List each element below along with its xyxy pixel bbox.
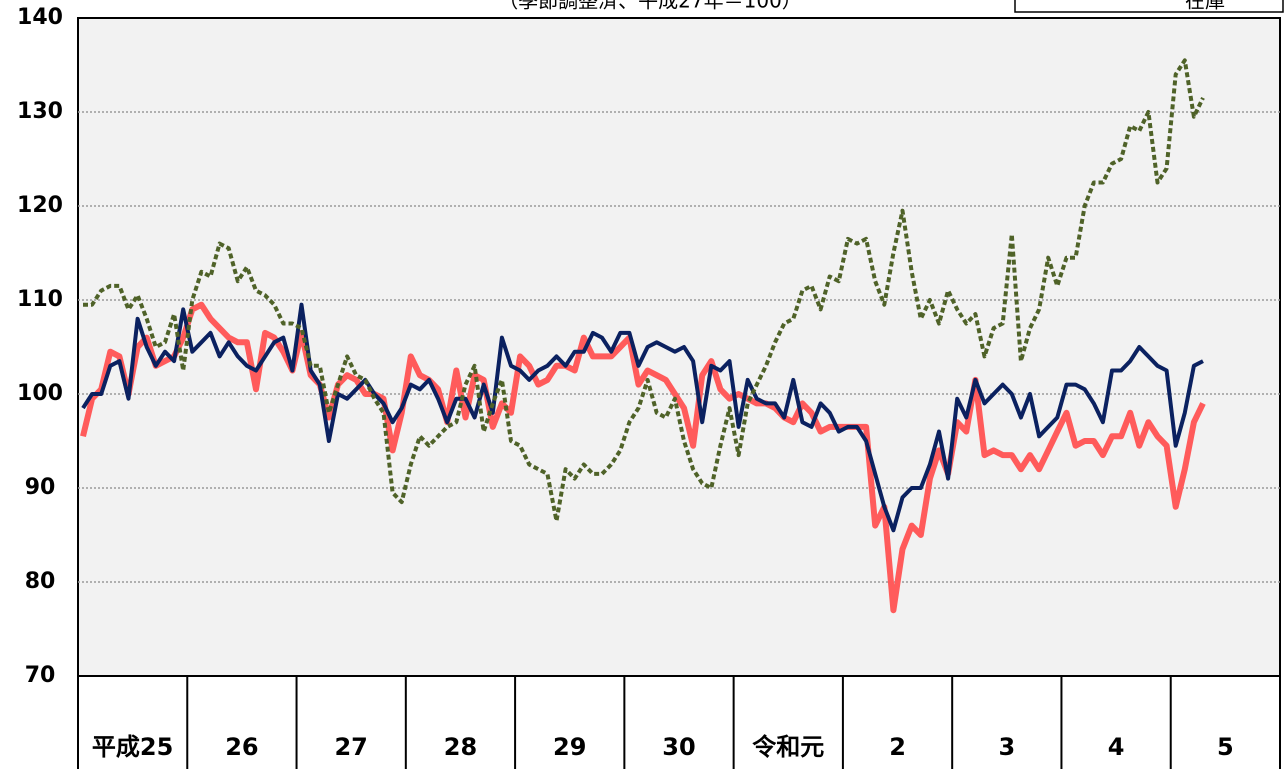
legend-label: 在庫 [1185, 0, 1225, 13]
x-tick-label: 30 [662, 733, 695, 761]
y-tick-label: 130 [17, 99, 63, 124]
y-tick-label: 70 [25, 663, 56, 688]
y-tick-label: 100 [17, 381, 63, 406]
y-tick-label: 140 [17, 5, 63, 30]
x-tick-label: 令和元 [752, 733, 824, 761]
series-line [83, 58, 1205, 523]
x-tick-label: 3 [998, 733, 1015, 761]
x-tick-label: 29 [553, 733, 586, 761]
x-tick-label: 26 [225, 733, 258, 761]
x-tick-label: 2 [889, 733, 906, 761]
x-tick-label: 28 [444, 733, 477, 761]
plot-area [77, 17, 1281, 677]
series-line [80, 301, 1206, 614]
y-tick-label: 120 [17, 193, 63, 218]
x-tick-label: 4 [1108, 733, 1125, 761]
x-tick-label: 5 [1217, 733, 1234, 761]
y-tick-label: 110 [17, 287, 63, 312]
x-tick-label: 27 [334, 733, 367, 761]
y-tick-label: 90 [25, 475, 56, 500]
series-line [81, 302, 1204, 533]
y-tick-label: 80 [25, 569, 56, 594]
legend-box [1014, 0, 1284, 13]
chart-subtitle: （季節調整済、平成27年＝100） [498, 0, 802, 13]
x-tick-label: 平成25 [92, 733, 173, 761]
